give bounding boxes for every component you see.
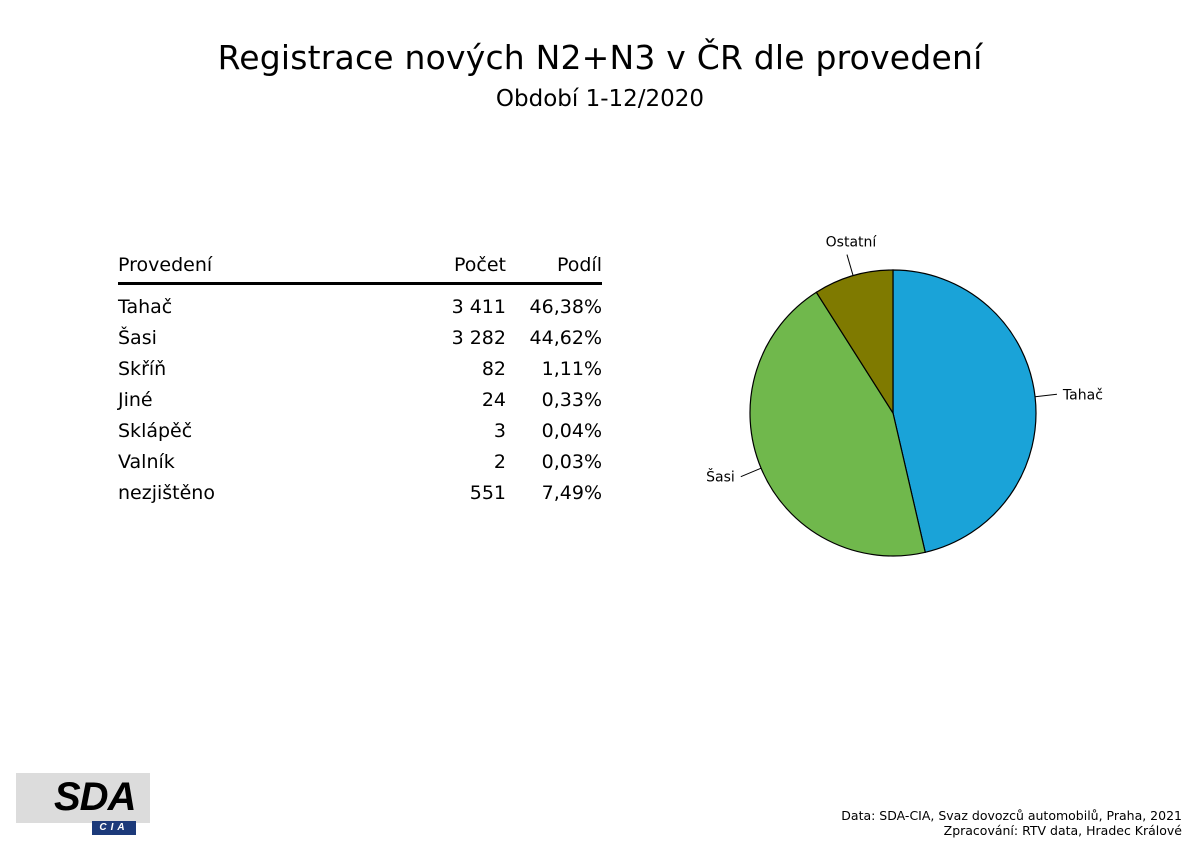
- table-row: nezjištěno 551 7,49%: [118, 477, 602, 508]
- row-share: 44,62%: [529, 326, 602, 349]
- row-count: 3 411: [451, 295, 506, 318]
- chart-subtitle: Období 1-12/2020: [495, 86, 705, 112]
- row-name: Jiné: [118, 388, 153, 411]
- pie-leader-line: [846, 254, 854, 276]
- row-share: 0,04%: [541, 419, 602, 442]
- table-row: Jiné 24 0,33%: [118, 384, 602, 415]
- row-name: nezjištěno: [118, 481, 215, 504]
- header-provedeni: Provedení: [118, 252, 406, 285]
- table-row: Valník 2 0,03%: [118, 446, 602, 477]
- row-name: Sklápěč: [118, 419, 193, 442]
- row-share: 7,49%: [541, 481, 602, 504]
- sda-cia-logo: SDA CIA: [16, 773, 150, 837]
- row-count: 3: [493, 419, 506, 442]
- row-share: 0,03%: [541, 450, 602, 473]
- table-row: Tahač 3 411 46,38%: [118, 284, 602, 323]
- pie-chart: Tahač Šasi Ostatní: [706, 235, 1103, 557]
- row-share: 1,11%: [541, 357, 602, 380]
- source-note: Data: SDA-CIA, Svaz dovozců automobilů, …: [841, 808, 1182, 838]
- pie-leader-line: [1035, 393, 1057, 398]
- header-pocet: Počet: [406, 252, 506, 285]
- row-name: Šasi: [118, 326, 157, 349]
- pie-leader-line: [740, 467, 762, 478]
- chart-title: Registrace nových N2+N3 v ČR dle provede…: [217, 38, 983, 77]
- row-count: 82: [481, 357, 506, 380]
- logo-cia-text: CIA: [92, 821, 136, 835]
- pie-label: Ostatní: [826, 235, 878, 251]
- pie-slice-sasi: [749, 291, 926, 557]
- pie-label: Šasi: [706, 468, 735, 486]
- pie-slice-ostatni: [815, 269, 894, 416]
- data-table: Provedení Počet Podíl Tahač 3 411 46,38%…: [118, 252, 602, 508]
- row-count: 551: [469, 481, 506, 504]
- source-line-data: Data: SDA-CIA, Svaz dovozců automobilů, …: [841, 808, 1182, 823]
- pie-label: Tahač: [1062, 387, 1103, 403]
- table-row: Sklápěč 3 0,04%: [118, 415, 602, 446]
- table-header-row: Provedení Počet Podíl: [118, 252, 602, 285]
- table-row: Skříň 82 1,11%: [118, 353, 602, 384]
- row-share: 46,38%: [529, 295, 602, 318]
- row-name: Skříň: [118, 357, 167, 380]
- row-name: Valník: [118, 450, 175, 473]
- row-name: Tahač: [118, 295, 173, 318]
- logo-background: [16, 773, 150, 823]
- table-row: Šasi 3 282 44,62%: [118, 322, 602, 353]
- row-share: 0,33%: [541, 388, 602, 411]
- row-count: 24: [481, 388, 506, 411]
- logo-sda-text: SDA: [54, 775, 136, 819]
- row-count: 3 282: [451, 326, 506, 349]
- row-count: 2: [493, 450, 506, 473]
- header-podil: Podíl: [506, 252, 602, 285]
- source-line-processing: Zpracování: RTV data, Hradec Králové: [943, 823, 1182, 838]
